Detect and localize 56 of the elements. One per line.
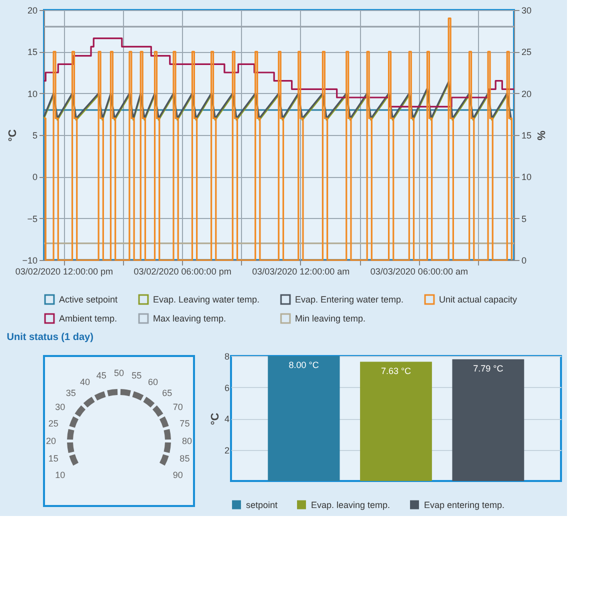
data-label: 7.63 °C xyxy=(380,366,412,376)
y-tick-label: 0 xyxy=(32,172,38,182)
y-tick-label: 4 xyxy=(224,414,230,424)
y-tick-label: 2 xyxy=(224,445,230,456)
text: 35 xyxy=(66,388,76,398)
text: 40 xyxy=(80,377,90,388)
legend-label: Min leaving temp. xyxy=(295,314,366,324)
legend-label: Active setpoint xyxy=(59,294,118,305)
text: 80 xyxy=(182,436,192,446)
text: Unit status (1 day) xyxy=(6,332,94,343)
y2-tick-label: 15 xyxy=(522,130,532,140)
data-label: 8.00 °C xyxy=(288,360,320,370)
legend-label: Unit actual capacity xyxy=(439,294,518,305)
x-tick-label: 03/03/2020 06:00:00 am xyxy=(370,266,468,276)
y2-axis-title: % xyxy=(534,130,547,141)
text: 65 xyxy=(162,388,172,398)
y-tick-label: 8 xyxy=(224,352,230,362)
y-tick-label: 5 xyxy=(32,130,38,140)
y2-tick-label: 25 xyxy=(522,47,532,58)
y-tick-label: 15 xyxy=(27,47,38,58)
text: 55 xyxy=(132,370,142,380)
text: 20 xyxy=(46,436,56,446)
y-axis-title: °C xyxy=(209,412,222,426)
text: 85 xyxy=(180,454,190,464)
y2-tick-label: 0 xyxy=(522,256,527,266)
legend-label: Evap. leaving temp. xyxy=(311,500,390,510)
y2-tick-label: 20 xyxy=(522,88,532,99)
y-axis-title: °C xyxy=(7,129,20,142)
y2-tick-label: 30 xyxy=(522,6,532,16)
text: 50 xyxy=(114,368,124,378)
legend-label: Max leaving temp. xyxy=(153,314,226,324)
legend-label: Evap entering temp. xyxy=(424,500,505,510)
legend-label: Evap. Leaving water temp. xyxy=(153,294,260,305)
text: 60 xyxy=(148,377,158,388)
text: 45 xyxy=(96,370,106,380)
y-tick-label: 10 xyxy=(27,88,38,99)
text: 10 xyxy=(55,470,66,480)
data-label: 7.79 °C xyxy=(473,363,504,374)
y-tick-label: −10 xyxy=(22,256,38,266)
legend-label: Ambient temp. xyxy=(59,314,118,324)
text: 30 xyxy=(55,402,66,412)
text: 15 xyxy=(48,454,58,464)
legend-label: setpoint xyxy=(246,500,278,510)
x-tick-label: 03/02/2020 12:00:00 pm xyxy=(15,266,114,276)
y-tick-label: 20 xyxy=(27,6,38,16)
x-tick-label: 03/03/2020 12:00:00 am xyxy=(252,266,350,276)
text: 70 xyxy=(172,402,183,412)
x-tick-label: 03/02/2020 06:00:00 pm xyxy=(134,266,232,276)
text: 75 xyxy=(180,418,190,428)
legend-label: Evap. Entering water temp. xyxy=(295,294,404,305)
text: 90 xyxy=(172,470,183,480)
y2-tick-label: 5 xyxy=(522,214,527,224)
y-tick-label: −5 xyxy=(27,214,38,224)
y-tick-label: 6 xyxy=(224,382,230,393)
text: 25 xyxy=(48,418,58,428)
y2-tick-label: 10 xyxy=(522,172,532,182)
